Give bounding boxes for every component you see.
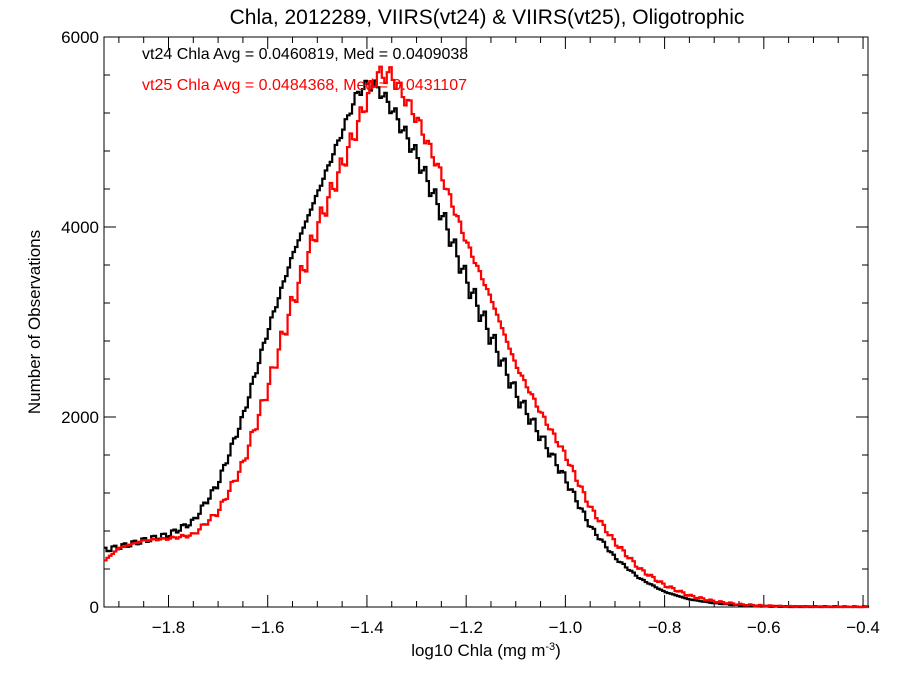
plot-area bbox=[103, 36, 870, 609]
y-tick-label: 0 bbox=[90, 598, 99, 617]
x-tick-label: −1.0 bbox=[549, 618, 583, 637]
x-tick-label: −1.2 bbox=[449, 618, 483, 637]
x-tick-label: −1.8 bbox=[152, 618, 186, 637]
annotation-vt25: vt25 Chla Avg = 0.0484368, Med = 0.04311… bbox=[142, 77, 467, 94]
chart-title: Chla, 2012289, VIIRS(vt24) & VIIRS(vt25)… bbox=[230, 6, 745, 29]
y-axis-title: Number of Observations bbox=[25, 230, 44, 414]
series-layer bbox=[104, 65, 870, 609]
y-tick-labels: 0 2000 4000 6000 bbox=[61, 28, 99, 617]
x-tick-label: −0.8 bbox=[648, 618, 682, 637]
x-tick-labels: −1.8 −1.6 −1.4 −1.2 −1.0 −0.8 −0.6 −0.4 bbox=[152, 618, 880, 637]
y-tick-label: 6000 bbox=[61, 28, 99, 47]
x-axis-title: log10 Chla (mg m-3) bbox=[411, 641, 561, 660]
annotation-vt24: vt24 Chla Avg = 0.0460819, Med = 0.04090… bbox=[142, 46, 468, 63]
y-tick-label: 4000 bbox=[61, 218, 99, 237]
axis-ticks bbox=[104, 36, 868, 608]
x-tick-label: −1.4 bbox=[350, 618, 384, 637]
plot-frame bbox=[103, 36, 869, 608]
x-tick-label: −1.6 bbox=[251, 618, 285, 637]
y-tick-label: 2000 bbox=[61, 408, 99, 427]
x-axis-title-superscript: -3 bbox=[545, 641, 555, 653]
x-axis-title-main: log10 Chla (mg m bbox=[411, 641, 545, 660]
annotations: vt24 Chla Avg = 0.0460819, Med = 0.04090… bbox=[142, 46, 468, 94]
x-tick-label: −0.4 bbox=[846, 618, 880, 637]
series-line-1 bbox=[104, 65, 870, 609]
x-axis-title-end: ) bbox=[555, 641, 561, 660]
x-tick-label: −0.6 bbox=[747, 618, 781, 637]
